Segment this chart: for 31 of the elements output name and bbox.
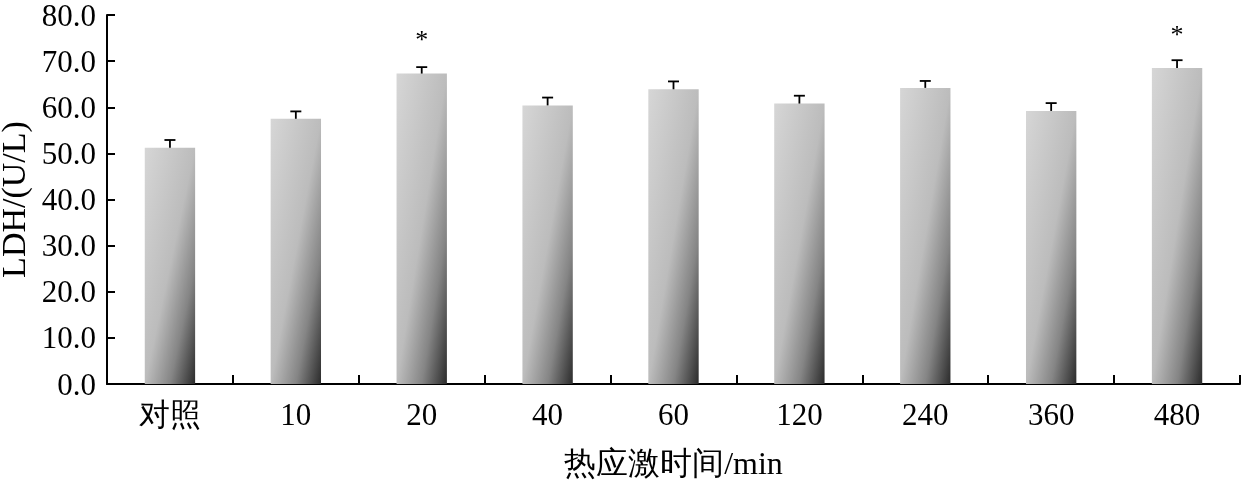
y-tick-label: 60.0 [41, 89, 96, 125]
y-tick-label: 80.0 [41, 0, 96, 33]
x-tick-label: 40 [532, 397, 564, 432]
bar [1151, 68, 1203, 384]
y-tick-label: 10.0 [41, 320, 96, 356]
x-tick-label: 20 [406, 397, 438, 432]
bar [270, 118, 322, 384]
x-tick-label: 120 [776, 397, 823, 432]
y-tick-label: 50.0 [41, 135, 96, 171]
bar [900, 87, 951, 384]
x-tick-label: 10 [280, 397, 312, 432]
x-tick-label: 480 [1153, 397, 1201, 432]
bar [648, 89, 699, 384]
y-axis-title: LDH/(U/L) [0, 121, 34, 278]
bar [396, 73, 447, 384]
bar [144, 147, 196, 384]
bar [1025, 110, 1077, 384]
y-tick-label: 70.0 [41, 43, 96, 79]
bar [522, 105, 573, 384]
x-tick-label: 240 [902, 397, 949, 432]
bar [774, 103, 825, 384]
x-axis-title: 热应激时间/min [564, 445, 783, 481]
x-tick-label: 60 [658, 397, 689, 432]
x-tick-label: 对照 [138, 397, 201, 432]
y-tick-label: 30.0 [41, 228, 96, 264]
y-tick-label: 40.0 [41, 182, 96, 217]
annotation: * [1170, 19, 1184, 49]
annotation: * [415, 25, 429, 55]
x-tick-label: 360 [1027, 397, 1075, 432]
y-tick-label: 20.0 [41, 274, 96, 310]
y-tick-label: 0.0 [57, 366, 96, 402]
